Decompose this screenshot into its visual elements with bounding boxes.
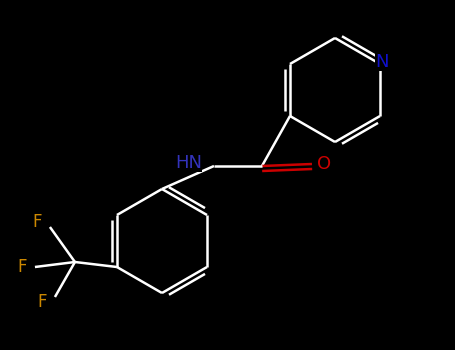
- Text: F: F: [32, 213, 42, 231]
- Text: F: F: [37, 293, 47, 311]
- Text: HN: HN: [175, 154, 202, 172]
- Text: O: O: [317, 155, 331, 173]
- Text: F: F: [17, 258, 27, 276]
- Text: N: N: [375, 53, 389, 71]
